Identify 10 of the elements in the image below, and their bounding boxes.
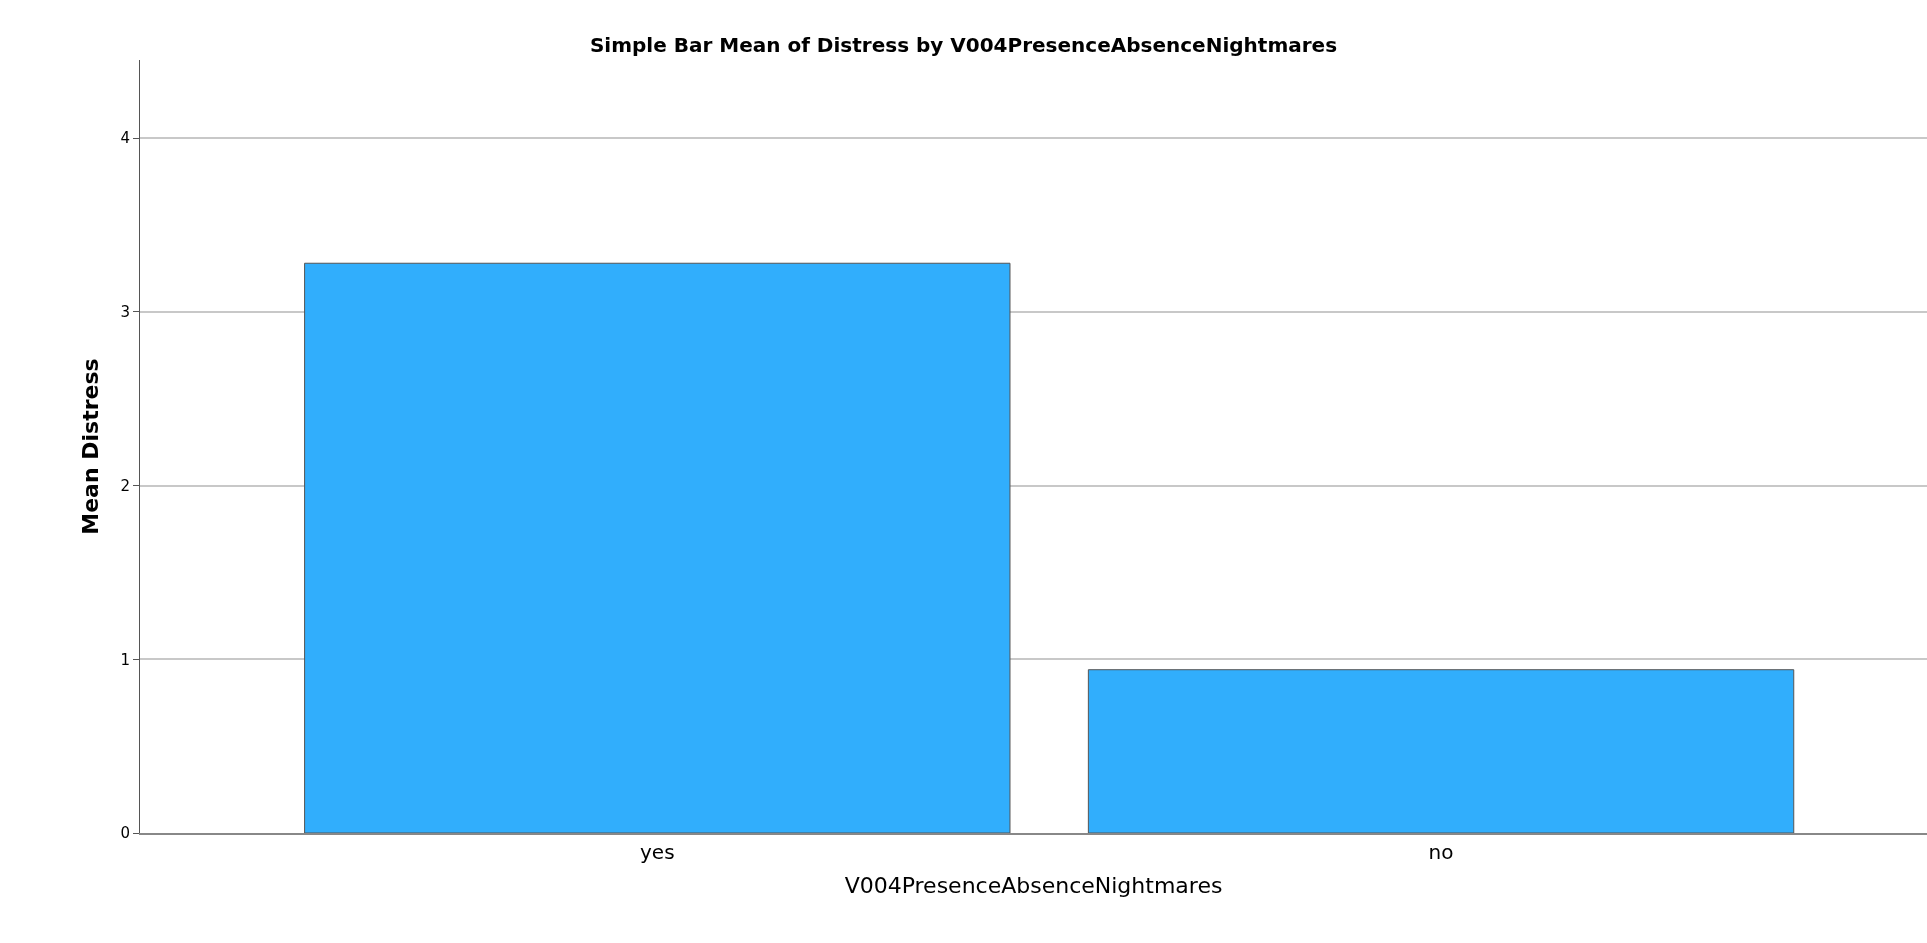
y-tick-label: 0: [120, 824, 130, 843]
x-tick-label: yes: [640, 840, 675, 864]
y-tick-label: 1: [120, 650, 130, 669]
x-axis-title: V004PresenceAbsenceNightmares: [844, 873, 1223, 899]
chart-title: Simple Bar Mean of Distress by V004PresenceAbsenceNightmares: [589, 32, 1338, 57]
x-tick-label: no: [1428, 840, 1454, 864]
y-tick-label: 2: [120, 476, 130, 495]
y-tick-label: 4: [120, 129, 130, 148]
y-tick-label: 3: [120, 303, 130, 322]
y-axis-title: Mean Distress: [78, 358, 104, 535]
